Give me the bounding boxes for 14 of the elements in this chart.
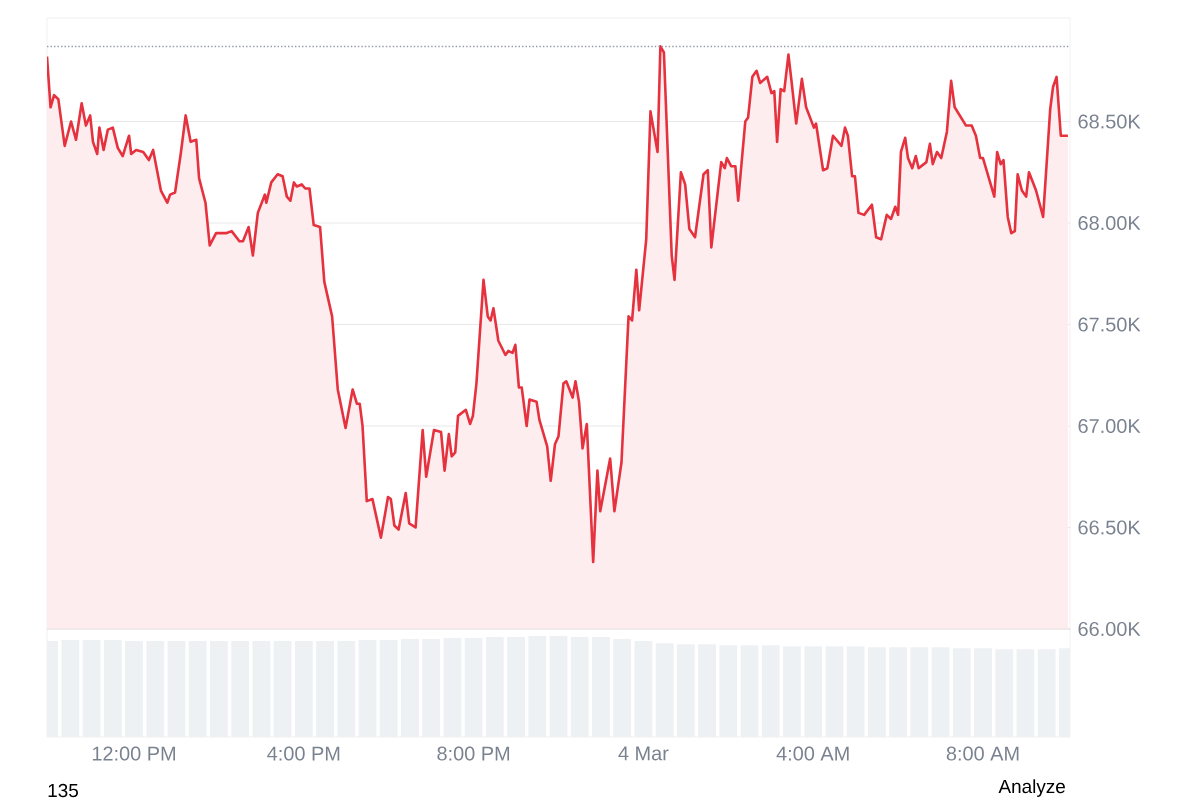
y-tick-label: 67.00K <box>1078 418 1141 434</box>
x-tick-label: 8:00 PM <box>437 746 510 761</box>
x-tick-label: 4:00 AM <box>776 746 849 761</box>
y-tick-label: 66.50K <box>1078 520 1141 535</box>
y-tick-label: 67.50K <box>1078 317 1141 332</box>
y-tick-label: 68.50K <box>1078 114 1141 129</box>
x-tick-label: 4 Mar <box>618 746 669 761</box>
x-tick-label: 4:00 PM <box>267 746 340 761</box>
y-tick-label: 68.00K <box>1078 215 1141 231</box>
x-tick-label: 12:00 PM <box>92 746 175 761</box>
y-tick-label: 66.00K <box>1078 621 1141 637</box>
text: Analyze <box>998 779 1065 797</box>
text: 135 <box>48 783 78 798</box>
x-tick-label: 8:00 AM <box>946 746 1019 761</box>
